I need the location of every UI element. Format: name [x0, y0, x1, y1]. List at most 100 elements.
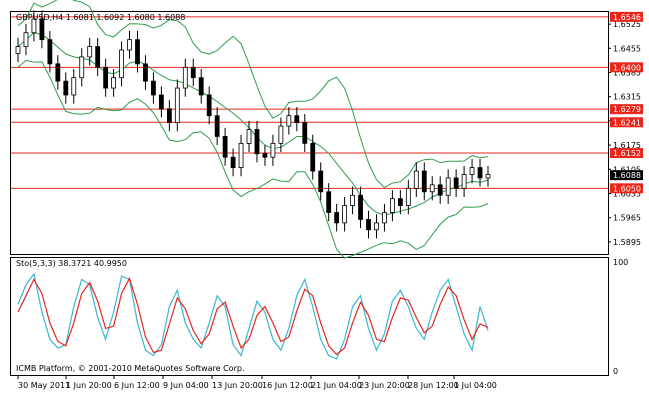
candle-body	[143, 63, 148, 82]
stochastic-signal-line	[17, 276, 489, 356]
candle-body	[485, 174, 491, 179]
candle-body	[166, 108, 172, 124]
candle-body	[437, 184, 443, 196]
time-tick-label: 13 Jun 20:00	[212, 381, 263, 390]
osc-axis-bottom: 0	[613, 367, 618, 376]
candle-body	[39, 18, 45, 41]
level-label: 1.6152	[613, 149, 641, 158]
candle-body	[390, 198, 395, 213]
candle-body	[151, 80, 156, 96]
time-tick-label: 23 Jun 20:00	[359, 381, 410, 390]
time-tick-label: 9 Jun 04:00	[163, 381, 209, 390]
level-label: 1.6546	[613, 13, 641, 22]
stochastic-lines	[17, 272, 489, 360]
price-tick-label: 1.6385	[613, 69, 641, 78]
candle-body	[310, 142, 316, 172]
level-label-box	[610, 148, 643, 159]
candle-body	[366, 219, 371, 231]
candle-body	[206, 94, 212, 117]
candle-body	[111, 77, 116, 89]
candle-body	[238, 142, 244, 168]
level-label-box	[610, 11, 643, 22]
candle-body	[294, 115, 300, 124]
candle-body	[182, 66, 188, 89]
level-label: 1.6279	[613, 105, 641, 114]
candle-body	[190, 66, 196, 79]
candle-body	[302, 122, 308, 144]
stochastic-main-line	[17, 272, 489, 360]
time-tick-label: 16 Jun 12:00	[262, 381, 313, 390]
copyright-text: ICMB Platform, © 2001-2010 MetaQuotes So…	[16, 364, 245, 373]
level-label-box	[610, 104, 643, 115]
price-axis: 1.65251.64551.63851.63151.62451.61751.61…	[608, 20, 641, 247]
current-price-box	[610, 170, 643, 181]
time-tick-label: 30 May 2011	[18, 381, 70, 390]
candle-body	[71, 77, 77, 96]
candle-body	[79, 56, 85, 79]
price-tick-label: 1.5965	[613, 214, 641, 223]
candle-body	[127, 39, 132, 51]
level-label: 1.6400	[613, 63, 641, 72]
time-tick-label: 28 Jun 12:00	[408, 381, 459, 390]
current-price-label: 1.6088	[613, 171, 641, 180]
candle-body	[445, 177, 451, 196]
candle-body	[413, 170, 419, 189]
price-tick-label: 1.6105	[613, 165, 641, 174]
symbol-info: GBPUSD,H4 1.6081 1.6092 1.6080 1.6088	[16, 13, 185, 22]
price-tick-label: 1.6525	[613, 20, 641, 29]
candle-body	[15, 46, 21, 54]
candle-body	[158, 94, 164, 110]
oscillator-info: Sto(5,3,3) 38.3721 40.9950	[16, 259, 127, 268]
candle-body	[119, 49, 124, 79]
candle-body	[461, 174, 467, 189]
osc-axis-top: 100	[613, 258, 628, 267]
candle-body	[382, 212, 387, 224]
candle-body	[374, 222, 379, 231]
price-tick-label: 1.5895	[613, 238, 641, 247]
candle-body	[47, 39, 53, 65]
candle-body	[326, 191, 332, 213]
price-tick-label: 1.6035	[613, 190, 641, 199]
price-tick-label: 1.6315	[613, 93, 641, 102]
candle-body	[477, 167, 483, 179]
candle-body	[254, 129, 260, 155]
candle-body	[397, 198, 403, 207]
candle-body	[95, 46, 101, 68]
candle-body	[270, 142, 276, 158]
time-tick-label: 6 Jun 12:00	[114, 381, 160, 390]
candle-body	[246, 129, 252, 144]
candle-body	[318, 170, 324, 193]
candle-body	[135, 39, 140, 65]
candle-body	[429, 184, 435, 193]
bollinger-lower	[17, 59, 489, 259]
candle-body	[87, 46, 93, 58]
level-label-box	[610, 183, 643, 194]
level-label: 1.6050	[613, 184, 641, 193]
price-candles	[15, 10, 491, 239]
candle-body	[342, 205, 348, 224]
level-label: 1.6241	[613, 118, 641, 127]
candle-body	[358, 194, 363, 220]
candle-body	[262, 153, 268, 158]
candle-body	[230, 156, 236, 168]
candle-body	[278, 125, 284, 144]
level-label-box	[610, 117, 643, 128]
candle-body	[453, 177, 459, 189]
candle-body	[103, 66, 109, 89]
time-tick-label: 21 Jun 04:00	[311, 381, 362, 390]
candle-body	[63, 80, 69, 96]
candle-body	[31, 18, 37, 34]
candle-body	[334, 212, 340, 224]
oscillator-frame[interactable]	[10, 257, 609, 376]
candle-body	[222, 136, 228, 158]
candle-body	[55, 63, 61, 82]
candle-body	[23, 32, 29, 47]
candle-body	[174, 87, 180, 124]
price-chart-frame[interactable]	[10, 11, 609, 255]
level-label-box	[610, 62, 643, 73]
candle-body	[286, 115, 292, 127]
candle-body	[214, 115, 220, 137]
price-tick-label: 1.6455	[613, 44, 641, 53]
